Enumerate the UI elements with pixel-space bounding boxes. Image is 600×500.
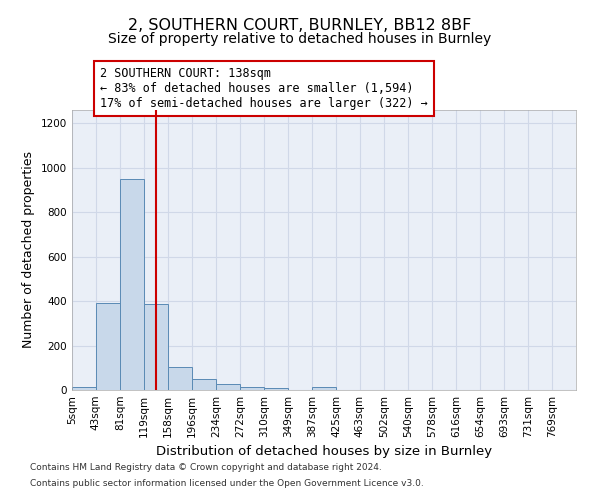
- Bar: [263, 388, 287, 390]
- Bar: [120, 179, 143, 390]
- Bar: [96, 304, 120, 390]
- Text: Size of property relative to detached houses in Burnley: Size of property relative to detached ho…: [109, 32, 491, 46]
- Bar: [240, 386, 263, 390]
- Text: Contains HM Land Registry data © Crown copyright and database right 2024.: Contains HM Land Registry data © Crown c…: [30, 464, 382, 472]
- Bar: [216, 384, 240, 390]
- Text: 2, SOUTHERN COURT, BURNLEY, BB12 8BF: 2, SOUTHERN COURT, BURNLEY, BB12 8BF: [128, 18, 472, 32]
- Bar: [72, 386, 96, 390]
- Bar: [192, 379, 216, 390]
- Text: 2 SOUTHERN COURT: 138sqm
← 83% of detached houses are smaller (1,594)
17% of sem: 2 SOUTHERN COURT: 138sqm ← 83% of detach…: [100, 67, 428, 110]
- Bar: [143, 304, 167, 390]
- X-axis label: Distribution of detached houses by size in Burnley: Distribution of detached houses by size …: [156, 446, 492, 458]
- Bar: [312, 386, 336, 390]
- Text: Contains public sector information licensed under the Open Government Licence v3: Contains public sector information licen…: [30, 478, 424, 488]
- Y-axis label: Number of detached properties: Number of detached properties: [22, 152, 35, 348]
- Bar: [168, 366, 192, 390]
